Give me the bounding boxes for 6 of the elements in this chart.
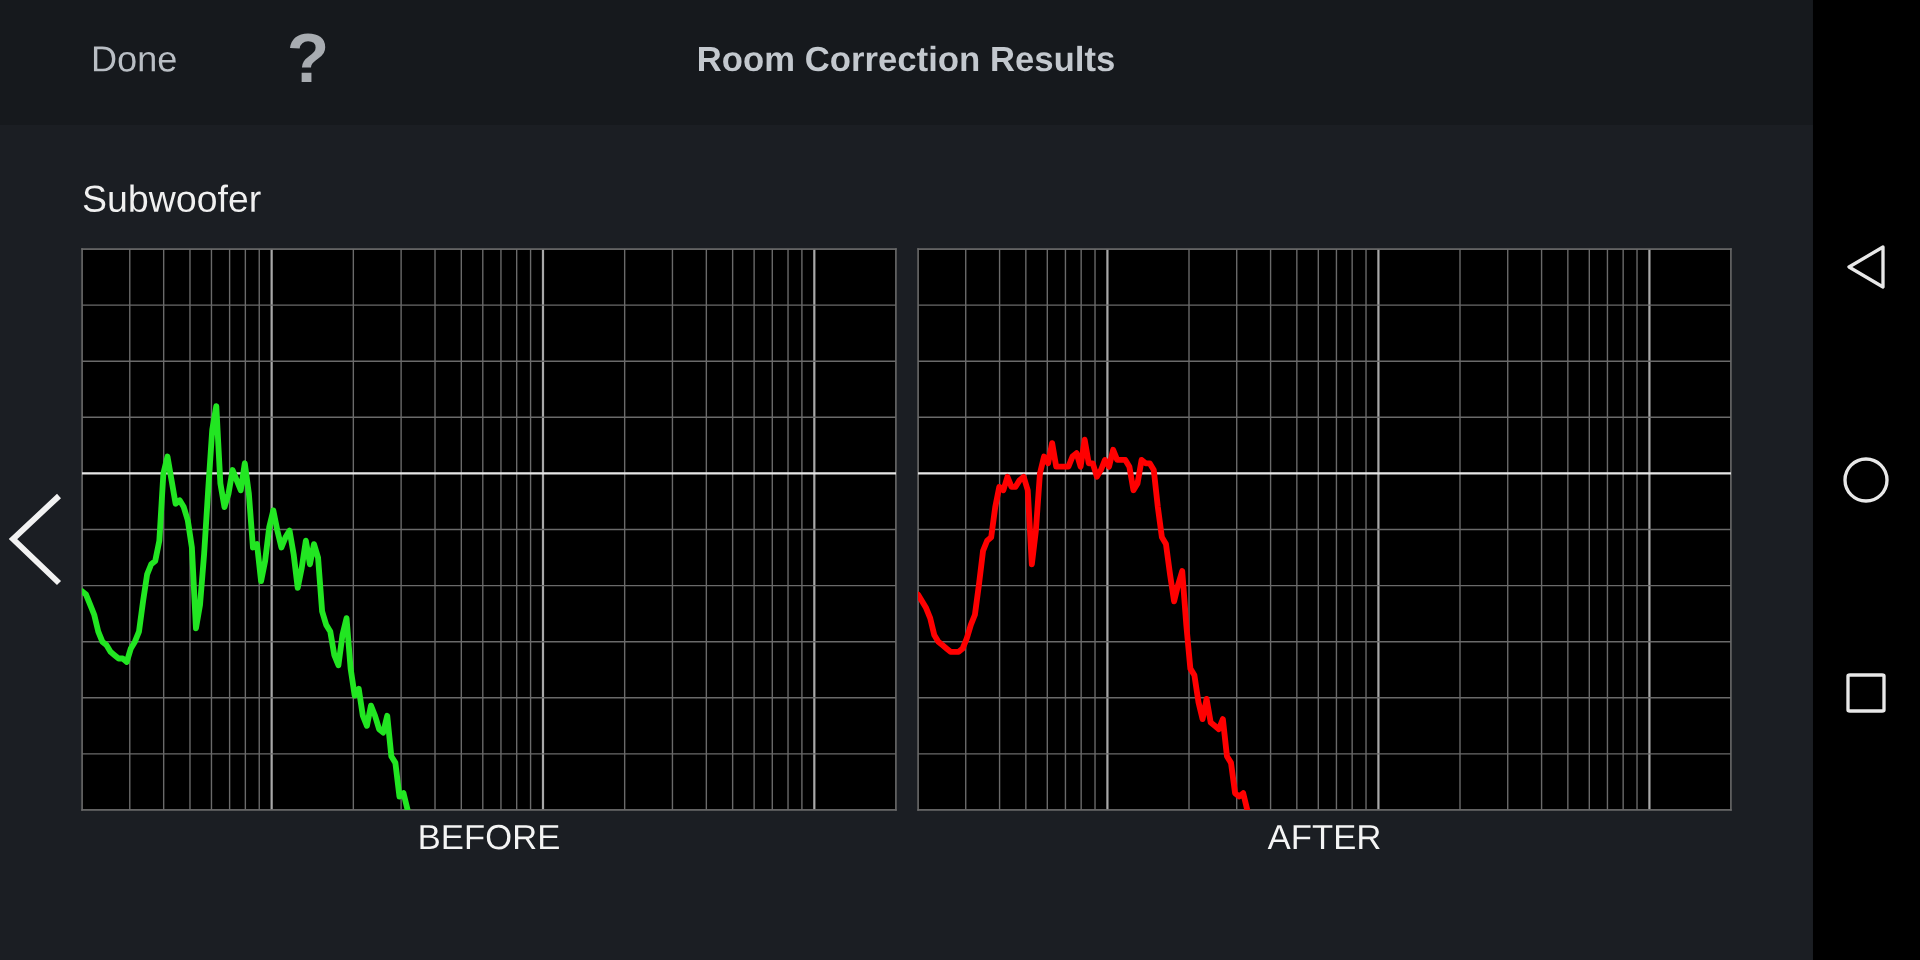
text: Done: [93, 46, 176, 72]
x-axis-title: BEFORE: [420, 824, 559, 850]
chart-subtitle: Subwoofer: [83, 184, 261, 213]
x-axis-title: AFTER: [1267, 825, 1380, 850]
text: ?: [289, 33, 326, 82]
chart-title: Room Correction Results: [699, 45, 1114, 72]
